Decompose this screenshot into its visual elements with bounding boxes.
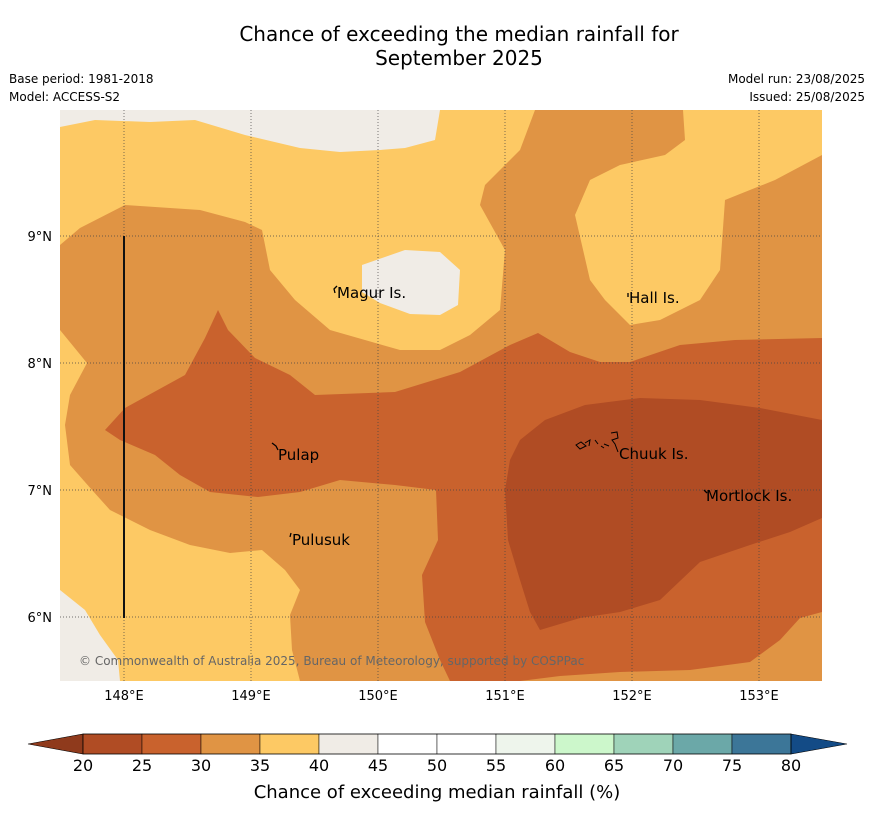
colorbar-outline [82,733,792,755]
issued-date: Issued: 25/08/2025 [749,90,865,104]
colorbar-tick-label: 50 [427,756,447,775]
region-40-45-center [362,250,460,315]
colorbar-segment [141,733,202,755]
lon-tick-150: 150°E [358,689,398,704]
place-labels: Magur Is. Hall Is. Pulap Chuuk Is. Mortl… [278,284,792,549]
region-20-25 [505,398,822,630]
title-line-1: Chance of exceeding the median rainfall … [239,22,679,46]
region-35-40-north [60,110,822,350]
magur-island-shape [333,285,338,294]
lon-tick-152: 152°E [612,689,652,704]
colorbar-tick-label: 45 [368,756,388,775]
colorbar-tick-labels: 20 25 30 35 40 45 50 55 60 65 70 75 80 [73,756,801,775]
place-label-mortlock: Mortlock Is. [706,487,792,505]
mortlock-island-shape [703,489,708,494]
lat-tick-labels: 9°N 8°N 7°N 6°N [28,230,53,626]
colorbar-tick-label: 60 [545,756,565,775]
chart-title: Chance of exceeding the median rainfall … [0,22,873,70]
colorbar: 20 25 30 35 40 45 50 55 60 65 70 75 80 Chance of exc… [27,733,848,803]
colorbar-segment [259,733,320,755]
place-label-chuuk: Chuuk Is. [619,445,688,463]
model-name: Model: ACCESS-S2 [9,90,121,104]
colorbar-segment [613,733,674,755]
pulusuk-island-shape [289,532,292,538]
colorbar-title: Chance of exceeding median rainfall (%) [254,782,621,803]
base-period: Base period: 1981-2018 [9,72,154,86]
lon-tick-149: 149°E [231,689,271,704]
lat-tick-9: 9°N [28,230,53,245]
region-40-45-southwest [60,590,120,681]
colorbar-high-extension [790,733,848,755]
lat-tick-6: 6°N [28,611,53,626]
lon-tick-151: 151°E [485,689,525,704]
place-label-pulap: Pulap [278,446,319,464]
meta-left: Base period: 1981-2018 Model: ACCESS-S2 [9,70,154,106]
colorbar-segments [82,733,792,755]
colorbar-tick-label: 55 [486,756,506,775]
model-run: Model run: 23/08/2025 [727,72,865,86]
lon-tick-148: 148°E [104,689,144,704]
region-35-40-southwest [60,330,300,681]
colorbar-tick-label: 20 [73,756,93,775]
colorbar-segment [436,733,497,755]
colorbar-tick-label: 80 [781,756,801,775]
colorbar-segment [495,733,556,755]
colorbar-tick-label: 35 [250,756,270,775]
meta-right: Model run: 23/08/2025 Issued: 25/08/2025 [728,70,865,106]
colorbar-segment [672,733,733,755]
colorbar-tick-label: 75 [722,756,742,775]
colorbar-segment [318,733,379,755]
copyright-text: © Commonwealth of Australia 2025, Bureau… [79,654,584,668]
colorbar-segment [377,733,438,755]
colorbar-tick-label: 65 [604,756,624,775]
place-label-pulusuk: Pulusuk [292,531,350,549]
colorbar-low-extension [27,733,84,755]
island-outlines [271,285,708,538]
lon-tick-labels: 148°E 149°E 150°E 151°E 152°E 153°E [104,689,779,704]
colorbar-segment [731,733,792,755]
colorbar-tick-label: 40 [309,756,329,775]
pulap-island-shape [271,442,279,451]
place-label-magur: Magur Is. [337,284,406,302]
lat-tick-8: 8°N [28,357,53,372]
region-40-45-north [60,110,440,152]
lon-tick-153: 153°E [739,689,779,704]
colorbar-segment [554,733,615,755]
title-line-2: September 2025 [375,46,543,70]
colorbar-tick-label: 25 [132,756,152,775]
colorbar-segment [200,733,261,755]
colorbar-tick-label: 70 [663,756,683,775]
place-label-hall: Hall Is. [629,289,680,307]
lat-tick-7: 7°N [28,484,53,499]
chuuk-island-shape [575,431,619,453]
colorbar-tick-label: 30 [191,756,211,775]
map-area[interactable]: © Commonwealth of Australia 2025, Bureau… [60,110,822,681]
colorbar-segment [82,733,143,755]
